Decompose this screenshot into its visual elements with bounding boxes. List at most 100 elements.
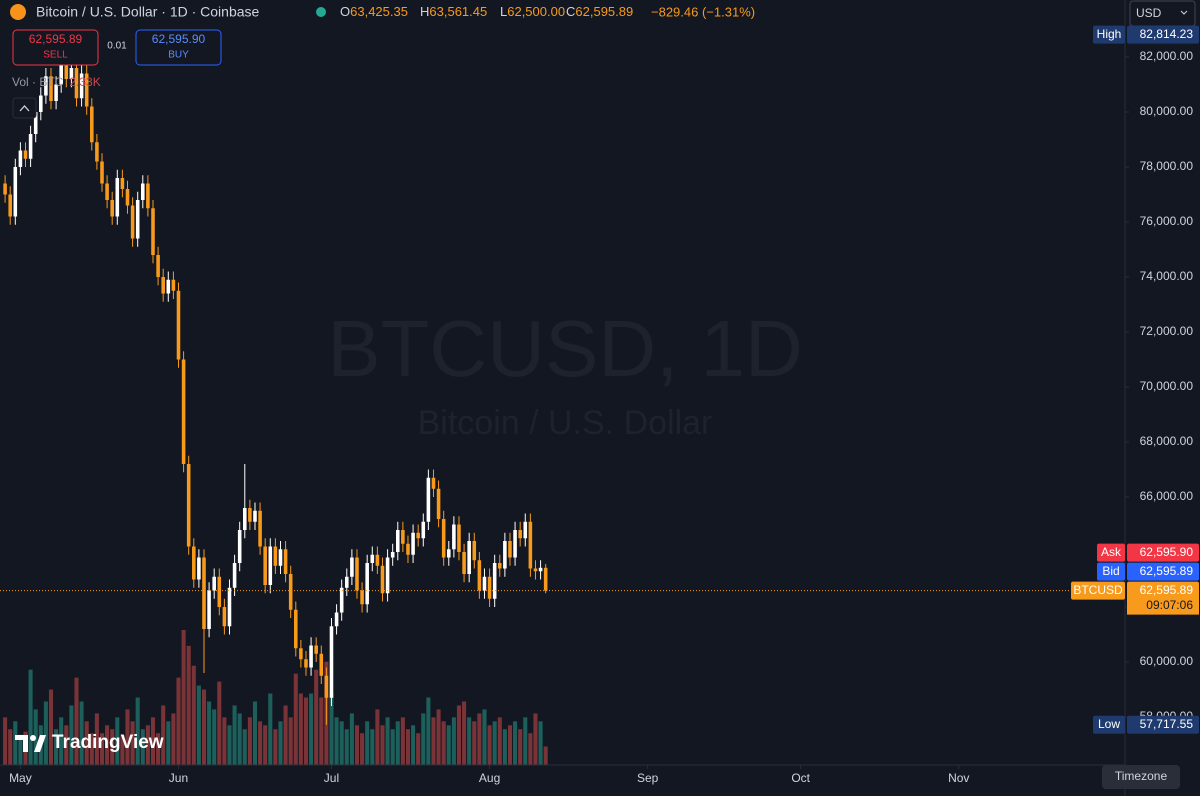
candle-body	[370, 554, 375, 564]
ask-tag-text: Ask	[1101, 545, 1122, 559]
candle-body	[197, 557, 201, 580]
high-value: 82,814.23	[1140, 27, 1194, 41]
y-tick-label: 74,000.00	[1140, 269, 1194, 283]
candle-body	[375, 554, 380, 566]
candle-body	[426, 477, 431, 522]
candle-body	[84, 73, 89, 107]
volume-bar	[181, 630, 186, 765]
volume-bar	[441, 721, 446, 765]
volume-bar	[176, 677, 181, 765]
candle-body	[390, 552, 395, 558]
volume-bar	[64, 725, 69, 765]
x-tick-label: Nov	[948, 771, 969, 785]
candle-body	[533, 568, 538, 572]
candle-body	[283, 549, 288, 575]
candle-body	[253, 510, 257, 522]
candle-body	[135, 200, 140, 239]
candle-body	[543, 567, 548, 591]
volume-bar	[456, 705, 462, 765]
volume-bar	[74, 677, 79, 765]
last-value: 62,595.89	[1140, 583, 1194, 597]
high-value-box	[1127, 25, 1199, 44]
volume-bar	[487, 725, 492, 765]
volume-bar	[8, 729, 13, 765]
candle-body	[421, 521, 426, 539]
volume-bar	[43, 701, 48, 765]
ask-value-box	[1127, 543, 1199, 562]
low-value-box	[1127, 715, 1199, 734]
volume-bar	[309, 693, 314, 765]
buy-label: BUY	[168, 50, 189, 61]
volume-bar	[59, 717, 64, 765]
volume-bar	[344, 729, 349, 765]
candle-body	[202, 557, 206, 630]
volume-bar	[79, 701, 84, 765]
volume-bar	[528, 733, 533, 765]
volume-bar	[48, 689, 54, 765]
candle-body	[130, 205, 135, 239]
candle-body	[222, 607, 227, 627]
buy-button[interactable]	[135, 29, 222, 66]
candle-body	[350, 557, 354, 577]
candle-body	[33, 112, 38, 135]
volume-bar	[94, 713, 99, 765]
volume-bar	[523, 717, 528, 765]
volume-bar	[405, 729, 411, 765]
candle-body	[457, 524, 461, 553]
volume-bar	[400, 717, 405, 765]
candle-body	[248, 508, 252, 522]
volume-bar	[89, 733, 94, 765]
volume-bar	[314, 669, 319, 765]
candle-body	[54, 84, 58, 102]
candle-body	[64, 62, 69, 80]
volume-bar	[436, 709, 441, 765]
candle-body	[329, 626, 334, 698]
candle-body	[411, 532, 415, 555]
volume-bar	[140, 729, 145, 765]
volume-bar	[507, 725, 513, 765]
candle-body	[508, 541, 512, 558]
volume-bar	[467, 717, 472, 765]
candle-body	[503, 541, 507, 569]
candle-body	[23, 150, 28, 159]
candle-body	[401, 530, 405, 544]
candle-body	[293, 609, 298, 649]
candle-body	[273, 546, 278, 566]
candle-body	[431, 477, 436, 489]
candle-body	[492, 563, 497, 599]
candle-body	[120, 178, 125, 190]
ask-tag	[1097, 543, 1125, 562]
sell-button[interactable]	[12, 29, 99, 66]
collapse-icon	[19, 105, 30, 112]
volume-bar	[201, 689, 207, 765]
candle-body	[74, 68, 79, 99]
volume-bar	[227, 725, 232, 765]
candle-body	[487, 576, 492, 599]
volume-bar	[258, 721, 263, 765]
volume-bar	[329, 693, 334, 765]
candle-body	[355, 557, 359, 591]
volume-bar	[278, 721, 283, 765]
candle-body	[385, 557, 390, 594]
x-tick-label: Sep	[637, 771, 659, 785]
candle-body	[192, 546, 196, 580]
x-tick-label: Jun	[169, 771, 188, 785]
collapse-button[interactable]	[12, 97, 37, 119]
candle-body	[100, 161, 104, 184]
candle-body	[538, 567, 543, 572]
candle-body	[523, 521, 528, 539]
volume-bar	[293, 673, 298, 765]
ohlc-value: 62,595.89	[575, 4, 633, 19]
volume-bar	[339, 721, 344, 765]
candle-body	[110, 200, 114, 217]
high-tag	[1093, 25, 1125, 44]
candle-body	[462, 552, 466, 575]
logo-dot	[30, 735, 36, 741]
timezone-button[interactable]	[1102, 765, 1180, 789]
candle-body	[446, 549, 451, 558]
candle-body	[319, 653, 324, 676]
candle-body	[258, 510, 262, 547]
volume-label: Vol · BTC	[12, 75, 64, 89]
candle-body	[90, 106, 94, 143]
change: −829.46 (−1.31%)	[651, 4, 755, 19]
